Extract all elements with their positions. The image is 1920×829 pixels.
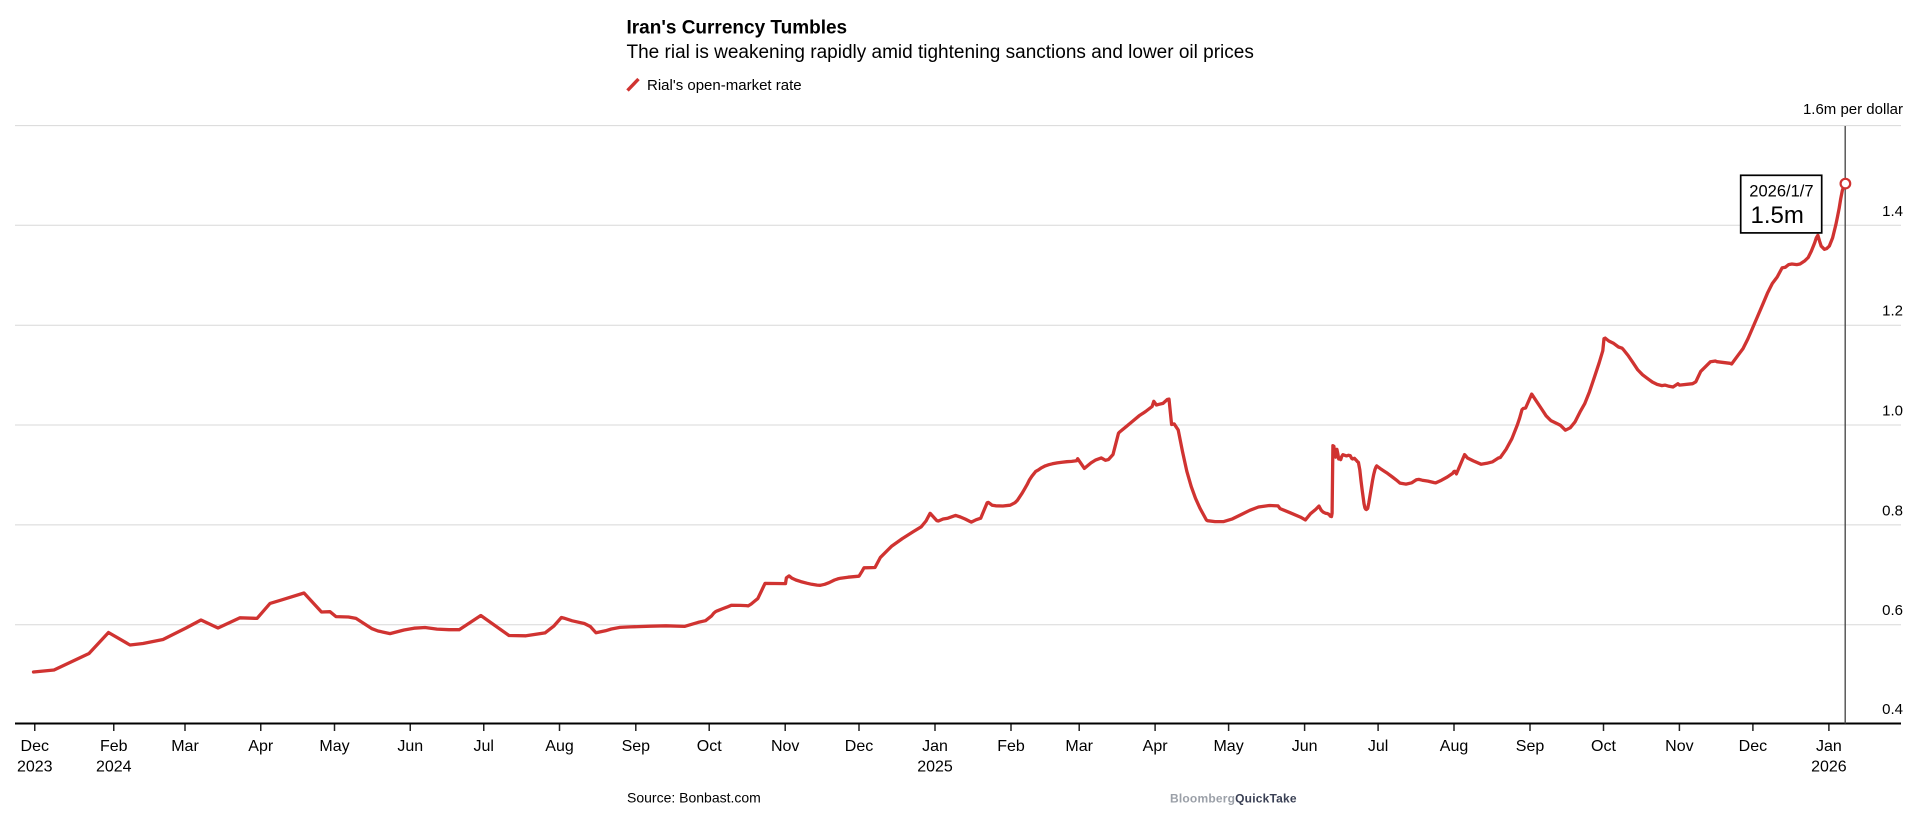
svg-text:May: May xyxy=(319,738,349,755)
svg-text:Nov: Nov xyxy=(1665,738,1693,755)
svg-text:Jan: Jan xyxy=(1816,738,1842,755)
svg-text:2025: 2025 xyxy=(917,759,953,776)
svg-text:0.8: 0.8 xyxy=(1882,502,1903,519)
svg-text:Dec: Dec xyxy=(845,738,873,755)
svg-text:Rial's open-market rate: Rial's open-market rate xyxy=(647,77,802,94)
svg-text:1.5m: 1.5m xyxy=(1751,202,1804,229)
svg-text:Nov: Nov xyxy=(771,738,799,755)
svg-text:Sep: Sep xyxy=(1516,738,1545,755)
svg-text:1.4: 1.4 xyxy=(1882,203,1903,220)
svg-text:Iran's Currency Tumbles: Iran's Currency Tumbles xyxy=(627,18,848,39)
svg-text:1.0: 1.0 xyxy=(1882,403,1903,420)
svg-text:Jan: Jan xyxy=(922,738,948,755)
svg-text:Apr: Apr xyxy=(248,738,274,755)
svg-text:2026/1/7: 2026/1/7 xyxy=(1749,182,1813,200)
svg-text:1.2: 1.2 xyxy=(1882,303,1903,320)
svg-text:Sep: Sep xyxy=(622,738,651,755)
svg-text:Feb: Feb xyxy=(997,738,1025,755)
svg-text:Mar: Mar xyxy=(171,738,199,755)
svg-text:Mar: Mar xyxy=(1065,738,1093,755)
svg-text:2023: 2023 xyxy=(17,759,53,776)
svg-text:0.6: 0.6 xyxy=(1882,602,1903,619)
svg-text:2026: 2026 xyxy=(1811,759,1847,776)
svg-text:Oct: Oct xyxy=(1591,738,1616,755)
svg-text:Jul: Jul xyxy=(1368,738,1388,755)
svg-text:May: May xyxy=(1213,738,1243,755)
svg-text:Feb: Feb xyxy=(100,738,128,755)
svg-text:2024: 2024 xyxy=(96,759,132,776)
svg-text:1.6m per dollar: 1.6m per dollar xyxy=(1803,101,1903,118)
svg-text:Jun: Jun xyxy=(1292,738,1318,755)
svg-text:0.4: 0.4 xyxy=(1882,701,1903,718)
svg-text:Apr: Apr xyxy=(1143,738,1169,755)
svg-text:Jun: Jun xyxy=(397,738,423,755)
svg-text:Aug: Aug xyxy=(1440,738,1468,755)
svg-text:Dec: Dec xyxy=(1739,738,1767,755)
svg-text:Oct: Oct xyxy=(697,738,722,755)
svg-text:Source: Bonbast.com: Source: Bonbast.com xyxy=(627,790,761,806)
svg-text:Aug: Aug xyxy=(545,738,573,755)
svg-text:Jul: Jul xyxy=(474,738,494,755)
svg-text:The rial is weakening rapidly: The rial is weakening rapidly amid tight… xyxy=(627,42,1254,63)
svg-text:BloombergQuickTake: BloombergQuickTake xyxy=(1170,792,1297,806)
svg-text:Dec: Dec xyxy=(21,738,49,755)
